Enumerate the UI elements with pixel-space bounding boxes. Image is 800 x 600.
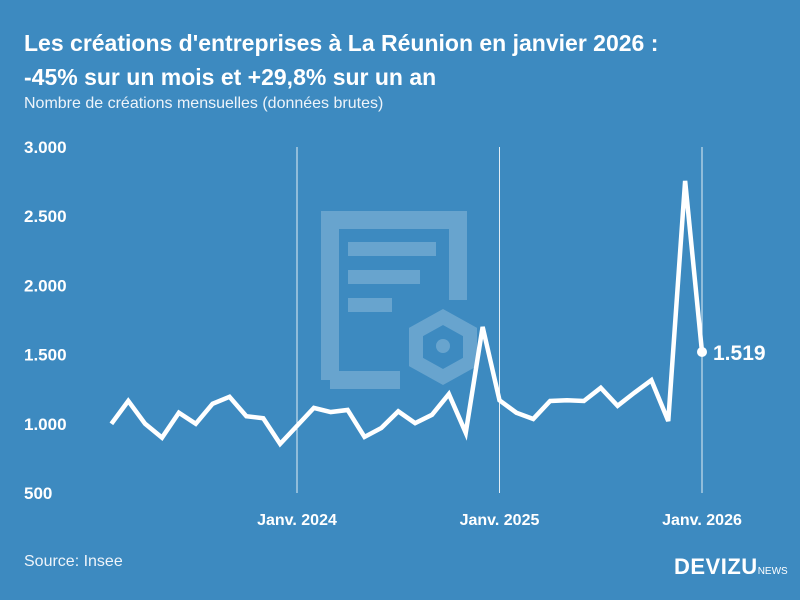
y-tick-label: 1.000 [24,415,67,434]
chart-title: Les créations d'entreprises à La Réunion… [24,26,658,94]
y-tick-label: 2.000 [24,276,67,295]
title-line-1: Les créations d'entreprises à La Réunion… [24,30,659,56]
y-tick-label: 2.500 [24,207,67,226]
y-tick-label: 3.000 [24,138,67,157]
last-value-label: 1.519 [713,342,766,365]
devizu-logo: DEVIZUNEWS [674,554,788,579]
y-tick-label: 1.500 [24,346,67,365]
last-point-marker [697,346,707,357]
series-line [109,180,705,448]
chart-subtitle: Nombre de créations mensuelles (données … [24,95,384,112]
source-note: Source: Insee [24,553,123,570]
x-tick-label: Janv. 2024 [257,512,337,529]
watermark-document-icon [321,211,477,389]
y-tick-label: 500 [24,484,52,503]
x-tick-label: Janv. 2025 [460,512,540,529]
title-line-2: -45% sur un mois et +29,8% sur un an [24,64,437,90]
x-tick-label: Janv. 2026 [662,512,742,529]
